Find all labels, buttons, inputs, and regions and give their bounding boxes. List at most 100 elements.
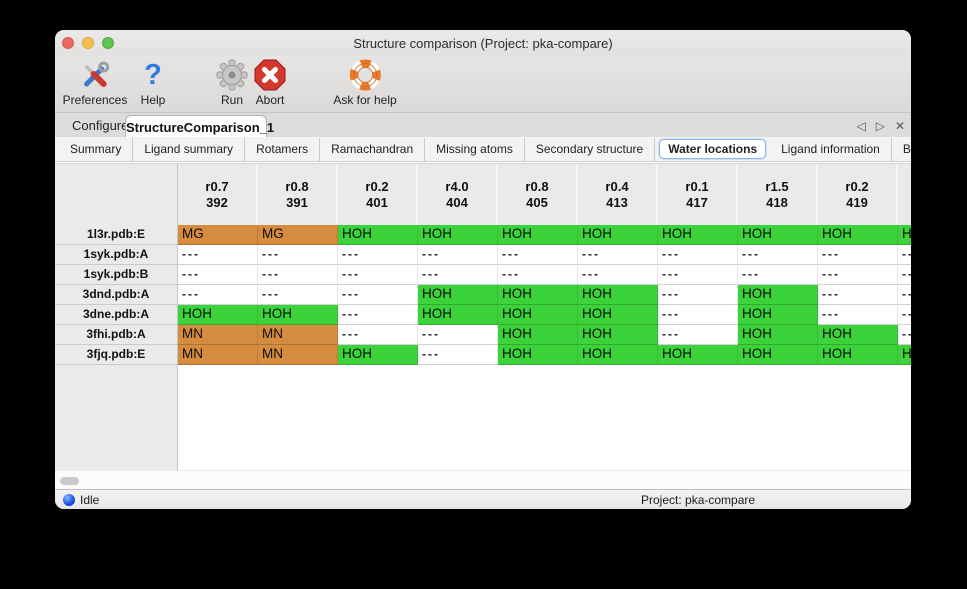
table-cell[interactable]: HOH bbox=[738, 285, 818, 305]
table-cell[interactable]: HOH bbox=[498, 325, 578, 345]
table-cell[interactable]: --- bbox=[738, 265, 818, 285]
table-cell[interactable]: --- bbox=[498, 265, 578, 285]
row-label[interactable]: 3dne.pdb:A bbox=[55, 305, 178, 325]
column-header[interactable]: r0.8 405 bbox=[498, 164, 578, 226]
table-cell[interactable]: --- bbox=[178, 265, 258, 285]
table-cell[interactable]: HOH bbox=[498, 225, 578, 245]
table-cell[interactable]: --- bbox=[898, 285, 911, 305]
table-cell[interactable]: --- bbox=[578, 265, 658, 285]
table-cell[interactable]: --- bbox=[498, 245, 578, 265]
table-cell[interactable]: --- bbox=[178, 285, 258, 305]
scrollbar-thumb[interactable] bbox=[60, 477, 79, 485]
table-cell[interactable]: HOH bbox=[578, 325, 658, 345]
table-cell[interactable]: --- bbox=[738, 245, 818, 265]
column-header[interactable]: r0.1 417 bbox=[658, 164, 738, 226]
abort-button[interactable]: Abort bbox=[253, 58, 287, 107]
table-cell[interactable]: HOH bbox=[818, 225, 898, 245]
preferences-button[interactable]: Preferences bbox=[63, 58, 127, 107]
table-cell[interactable]: --- bbox=[338, 305, 418, 325]
table-cell[interactable]: HOH bbox=[818, 345, 898, 365]
table-cell[interactable]: --- bbox=[658, 305, 738, 325]
table-cell[interactable]: --- bbox=[578, 245, 658, 265]
table-cell[interactable]: --- bbox=[418, 245, 498, 265]
table-cell[interactable]: HOH bbox=[738, 325, 818, 345]
table-cell[interactable]: --- bbox=[658, 325, 738, 345]
subtab-ligand-information[interactable]: Ligand information bbox=[770, 137, 892, 161]
table-cell[interactable]: HOH bbox=[738, 225, 818, 245]
table-cell[interactable]: --- bbox=[898, 265, 911, 285]
table-cell[interactable]: HOH bbox=[418, 285, 498, 305]
column-header[interactable]: r1.5 418 bbox=[738, 164, 818, 226]
minimize-window-button[interactable] bbox=[82, 37, 94, 49]
table-cell[interactable]: --- bbox=[418, 325, 498, 345]
table-cell[interactable]: HOH bbox=[418, 305, 498, 325]
column-header[interactable]: r0.4 413 bbox=[578, 164, 658, 226]
table-cell[interactable]: HOH bbox=[258, 305, 338, 325]
table-cell[interactable]: --- bbox=[818, 265, 898, 285]
table-cell[interactable]: --- bbox=[898, 245, 911, 265]
row-label[interactable]: 3dnd.pdb:A bbox=[55, 285, 178, 305]
table-cell[interactable]: --- bbox=[658, 245, 738, 265]
ask-for-help-button[interactable]: Ask for help bbox=[333, 58, 397, 107]
table-cell[interactable]: --- bbox=[338, 245, 418, 265]
table-cell[interactable]: HOH bbox=[898, 345, 911, 365]
table-cell[interactable]: --- bbox=[178, 245, 258, 265]
table-cell[interactable]: --- bbox=[818, 305, 898, 325]
column-header[interactable]: r4.0 404 bbox=[418, 164, 498, 226]
tab-configure[interactable]: Configure bbox=[72, 118, 129, 133]
table-cell[interactable]: --- bbox=[338, 265, 418, 285]
table-cell[interactable]: --- bbox=[898, 325, 911, 345]
table-cell[interactable]: HOH bbox=[738, 305, 818, 325]
table-cell[interactable]: MN bbox=[258, 325, 338, 345]
table-cell[interactable]: HOH bbox=[498, 345, 578, 365]
table-cell[interactable]: --- bbox=[258, 285, 338, 305]
row-label[interactable]: 3fhi.pdb:A bbox=[55, 325, 178, 345]
zoom-window-button[interactable] bbox=[102, 37, 114, 49]
table-cell[interactable]: HOH bbox=[178, 305, 258, 325]
row-label[interactable]: 1syk.pdb:A bbox=[55, 245, 178, 265]
close-window-button[interactable] bbox=[62, 37, 74, 49]
horizontal-scrollbar[interactable] bbox=[55, 470, 911, 490]
table-cell[interactable]: MN bbox=[178, 345, 258, 365]
table-cell[interactable]: --- bbox=[418, 265, 498, 285]
column-header[interactable] bbox=[898, 164, 911, 226]
table-cell[interactable]: HOH bbox=[418, 225, 498, 245]
table-cell[interactable]: --- bbox=[258, 265, 338, 285]
subtab-b-factors[interactable]: B-factors bbox=[892, 138, 911, 161]
table-cell[interactable]: --- bbox=[818, 285, 898, 305]
subtab-ramachandran[interactable]: Ramachandran bbox=[320, 137, 426, 161]
table-cell[interactable]: --- bbox=[658, 285, 738, 305]
tab-prev-icon[interactable]: ◁ bbox=[856, 118, 866, 133]
table-cell[interactable]: HOH bbox=[578, 285, 658, 305]
table-cell[interactable]: --- bbox=[818, 245, 898, 265]
table-cell[interactable]: HOH bbox=[578, 305, 658, 325]
table-cell[interactable]: HOH bbox=[658, 345, 738, 365]
table-cell[interactable]: --- bbox=[258, 245, 338, 265]
subtab-water-locations[interactable]: Water locations bbox=[659, 139, 767, 159]
table-cell[interactable]: HOH bbox=[818, 325, 898, 345]
table-cell[interactable]: --- bbox=[338, 285, 418, 305]
row-label[interactable]: 1l3r.pdb:E bbox=[55, 225, 178, 245]
table-cell[interactable]: MG bbox=[258, 225, 338, 245]
table-cell[interactable]: MG bbox=[178, 225, 258, 245]
run-button[interactable]: Run bbox=[215, 58, 249, 107]
table-cell[interactable]: HOH bbox=[338, 345, 418, 365]
tab-next-icon[interactable]: ▷ bbox=[875, 118, 885, 133]
table-cell[interactable]: --- bbox=[338, 325, 418, 345]
tab-structurecomparison-1[interactable]: StructureComparison_1 bbox=[125, 115, 274, 138]
subtab-missing-atoms[interactable]: Missing atoms bbox=[425, 137, 525, 161]
table-cell[interactable]: HOH bbox=[338, 225, 418, 245]
row-label[interactable]: 1syk.pdb:B bbox=[55, 265, 178, 285]
table-cell[interactable]: HOH bbox=[498, 305, 578, 325]
subtab-secondary-structure[interactable]: Secondary structure bbox=[525, 137, 656, 161]
column-header[interactable]: r0.2 401 bbox=[338, 164, 418, 226]
table-cell[interactable]: HOH bbox=[738, 345, 818, 365]
help-button[interactable]: ? Help bbox=[136, 58, 170, 107]
table-cell[interactable]: HOH bbox=[498, 285, 578, 305]
subtab-rotamers[interactable]: Rotamers bbox=[245, 137, 321, 161]
table-cell[interactable]: HOH bbox=[578, 225, 658, 245]
table-cell[interactable]: HOH bbox=[658, 225, 738, 245]
column-header[interactable]: r0.2 419 bbox=[818, 164, 898, 226]
table-cell[interactable]: MN bbox=[178, 325, 258, 345]
table-cell[interactable]: MN bbox=[258, 345, 338, 365]
